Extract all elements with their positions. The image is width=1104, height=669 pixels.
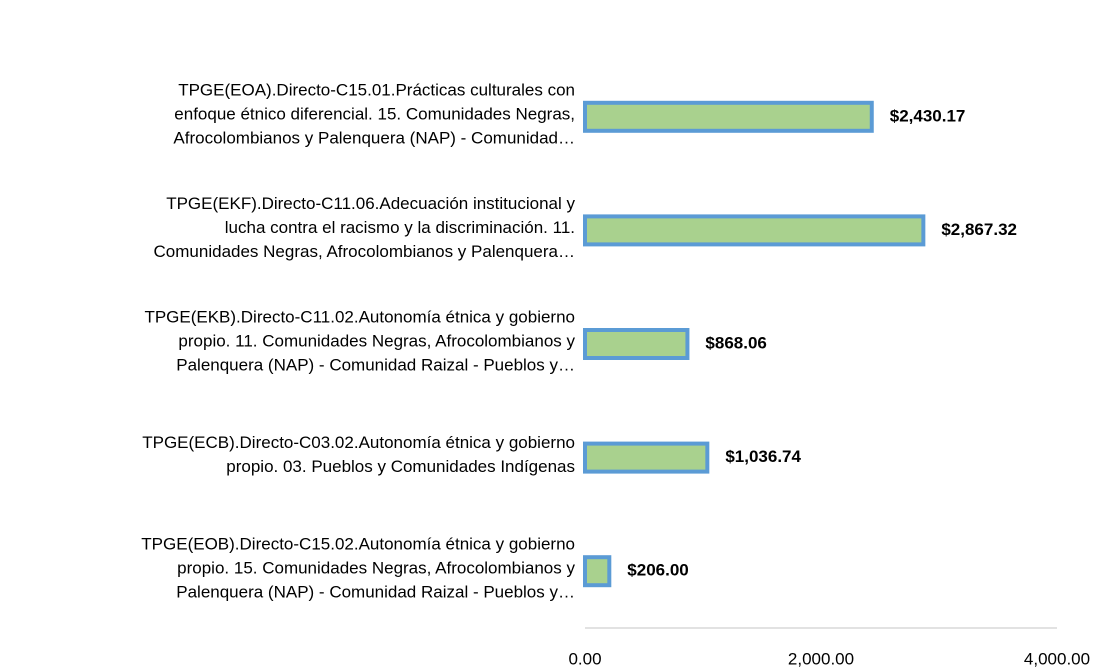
y-tick-label: lucha contra el racismo y la discriminac… [225,218,575,237]
value-label: $206.00 [627,561,688,580]
bar [583,100,874,133]
value-label: $1,036.74 [725,447,801,466]
y-tick-label: propio. 03. Pueblos y Comunidades Indíge… [226,457,575,476]
value-label: $2,867.32 [941,220,1017,239]
y-tick-label: enfoque étnico diferencial. 15. Comunida… [174,104,575,123]
bar [583,555,612,588]
bar [583,214,926,247]
value-label: $868.06 [705,333,766,352]
y-tick-label: Afrocolombianos y Palenquera (NAP) - Com… [173,128,575,147]
y-tick-label: Palenquera (NAP) - Comunidad Raizal - Pu… [176,583,575,602]
bar [583,441,710,474]
value-label: $2,430.17 [890,106,966,125]
y-tick-label: TPGE(EOA).Directo-C15.01.Prácticas cultu… [178,80,575,99]
y-tick-label: propio. 11. Comunidades Negras, Afrocolo… [178,331,575,350]
y-tick-label: TPGE(EOB).Directo-C15.02.Autonomía étnic… [141,535,575,554]
y-tick-label: TPGE(EKB).Directo-C11.02.Autonomía étnic… [144,307,575,326]
x-tick-label: 0.00 [568,649,601,668]
y-tick-label: Comunidades Negras, Afrocolombianos y Pa… [154,242,575,261]
x-tick-label: 2,000.00 [788,649,854,668]
y-tick-label: propio. 15. Comunidades Negras, Afrocolo… [177,559,575,578]
y-tick-label: TPGE(EKF).Directo-C11.06.Adecuación inst… [166,194,575,213]
y-tick-label: Palenquera (NAP) - Comunidad Raizal - Pu… [176,355,575,374]
y-tick-label: TPGE(ECB).Directo-C03.02.Autonomía étnic… [142,433,575,452]
x-tick-label: 4,000.00 [1024,649,1090,668]
bar [583,328,690,360]
